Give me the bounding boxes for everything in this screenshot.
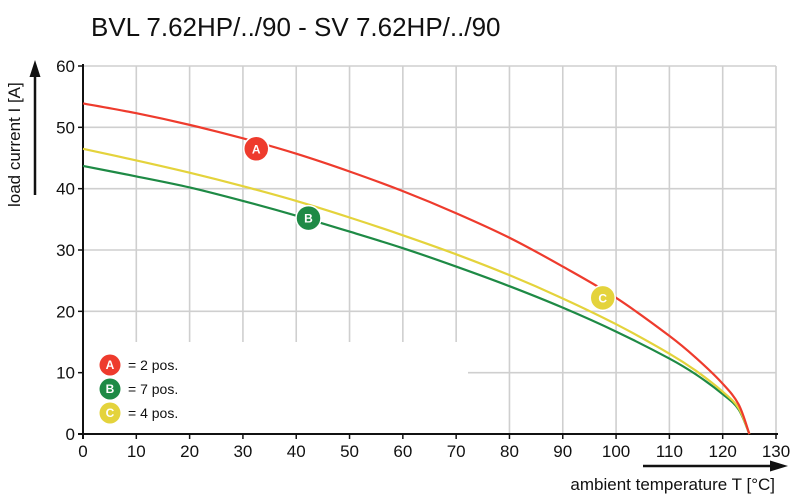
x-tick-label: 0 bbox=[78, 442, 87, 461]
x-tick-label: 50 bbox=[340, 442, 359, 461]
x-tick-label: 110 bbox=[656, 442, 683, 461]
y-tick-label: 0 bbox=[66, 425, 75, 444]
series-line-c bbox=[82, 147, 751, 435]
x-axis-label: ambient temperature T [°C] bbox=[570, 475, 775, 494]
y-axis-arrowhead bbox=[29, 60, 41, 77]
marker-letter: B bbox=[304, 212, 313, 226]
x-tick-label: 80 bbox=[500, 442, 519, 461]
series-marker-c: C bbox=[589, 284, 616, 312]
tick-labels: 0 10 20 30 40 50 60 70 80 90 100 110 120 130 0 10 20 30 40… bbox=[56, 57, 790, 461]
legend-background bbox=[88, 342, 468, 432]
legend-label: = 4 pos. bbox=[128, 405, 178, 421]
y-axis-label-group: load current I [A] bbox=[5, 60, 41, 207]
x-tick-label: 130 bbox=[762, 442, 790, 461]
marker-letter: C bbox=[598, 291, 607, 305]
marker-circle bbox=[589, 284, 616, 312]
chart-title: BVL 7.62HP/../90 - SV 7.62HP/../90 bbox=[91, 12, 501, 42]
axes bbox=[78, 64, 778, 439]
legend-swatch bbox=[99, 354, 121, 376]
series-lines bbox=[82, 102, 751, 435]
marker-circle bbox=[295, 204, 322, 232]
legend-swatch-letter: B bbox=[106, 382, 115, 396]
series-marker-a: A bbox=[243, 135, 270, 163]
y-axis-label: load current I [A] bbox=[5, 82, 24, 207]
series-markers: A B C bbox=[243, 135, 616, 312]
legend-swatch-letter: A bbox=[106, 358, 115, 372]
marker-circle bbox=[243, 135, 270, 163]
legend-swatch bbox=[99, 378, 121, 400]
x-tick-label: 20 bbox=[180, 442, 199, 461]
x-axis-arrowhead bbox=[770, 460, 788, 472]
y-tick-label: 50 bbox=[56, 118, 75, 137]
series-line-a bbox=[82, 102, 751, 435]
x-tick-label: 120 bbox=[709, 442, 737, 461]
y-tick-label: 30 bbox=[56, 241, 75, 260]
legend-item-a: A = 2 pos. bbox=[99, 354, 178, 376]
series-line-b bbox=[82, 164, 751, 435]
x-tick-label: 10 bbox=[127, 442, 146, 461]
legend-swatch bbox=[99, 402, 121, 424]
legend-item-b: B = 7 pos. bbox=[99, 378, 178, 400]
x-tick-label: 90 bbox=[553, 442, 572, 461]
x-axis-label-group: ambient temperature T [°C] bbox=[570, 460, 788, 494]
y-tick-label: 60 bbox=[56, 57, 75, 76]
x-tick-label: 30 bbox=[233, 442, 252, 461]
x-tick-label: 100 bbox=[602, 442, 630, 461]
y-tick-label: 10 bbox=[56, 364, 75, 383]
legend-swatch-letter: C bbox=[106, 406, 115, 420]
legend-item-c: C = 4 pos. bbox=[99, 402, 178, 424]
x-tick-label: 40 bbox=[287, 442, 306, 461]
y-tick-label: 40 bbox=[56, 180, 75, 199]
legend: A = 2 pos. B = 7 pos. C = 4 pos. bbox=[88, 342, 468, 432]
x-tick-label: 60 bbox=[393, 442, 412, 461]
x-tick-label: 70 bbox=[447, 442, 466, 461]
grid bbox=[83, 65, 777, 434]
marker-letter: A bbox=[252, 142, 261, 156]
series-marker-b: B bbox=[295, 204, 322, 232]
legend-label: = 2 pos. bbox=[128, 357, 178, 373]
legend-label: = 7 pos. bbox=[128, 381, 178, 397]
y-tick-label: 20 bbox=[56, 302, 75, 321]
